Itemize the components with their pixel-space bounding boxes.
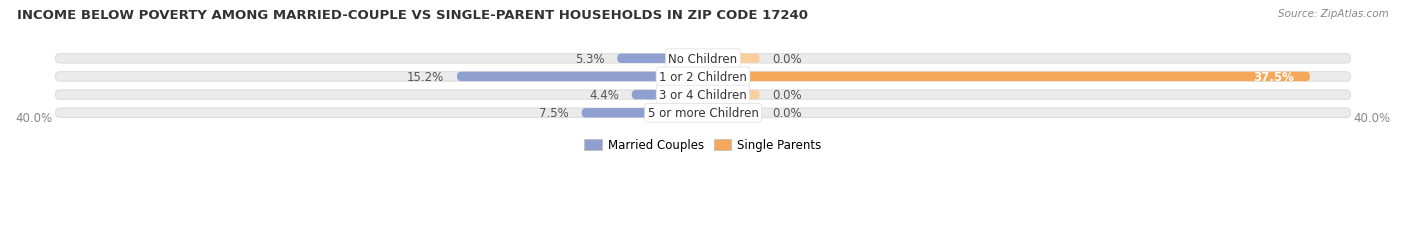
Text: INCOME BELOW POVERTY AMONG MARRIED-COUPLE VS SINGLE-PARENT HOUSEHOLDS IN ZIP COD: INCOME BELOW POVERTY AMONG MARRIED-COUPL… bbox=[17, 9, 808, 22]
FancyBboxPatch shape bbox=[703, 109, 759, 118]
FancyBboxPatch shape bbox=[55, 109, 1351, 118]
Text: 0.0%: 0.0% bbox=[773, 53, 803, 66]
FancyBboxPatch shape bbox=[631, 91, 703, 100]
FancyBboxPatch shape bbox=[703, 72, 1310, 82]
FancyBboxPatch shape bbox=[617, 54, 703, 64]
FancyBboxPatch shape bbox=[703, 91, 759, 100]
FancyBboxPatch shape bbox=[55, 72, 1351, 82]
Text: 3 or 4 Children: 3 or 4 Children bbox=[659, 89, 747, 102]
FancyBboxPatch shape bbox=[457, 72, 703, 82]
Text: 5.3%: 5.3% bbox=[575, 53, 605, 66]
Text: 5 or more Children: 5 or more Children bbox=[648, 107, 758, 120]
Text: 4.4%: 4.4% bbox=[589, 89, 619, 102]
Text: Source: ZipAtlas.com: Source: ZipAtlas.com bbox=[1278, 9, 1389, 19]
Text: 1 or 2 Children: 1 or 2 Children bbox=[659, 71, 747, 84]
Text: 0.0%: 0.0% bbox=[773, 89, 803, 102]
FancyBboxPatch shape bbox=[582, 109, 703, 118]
FancyBboxPatch shape bbox=[703, 54, 759, 64]
FancyBboxPatch shape bbox=[55, 54, 1351, 64]
Text: 40.0%: 40.0% bbox=[15, 112, 52, 125]
Text: 0.0%: 0.0% bbox=[773, 107, 803, 120]
Text: 40.0%: 40.0% bbox=[1354, 112, 1391, 125]
FancyBboxPatch shape bbox=[55, 91, 1351, 100]
Text: No Children: No Children bbox=[668, 53, 738, 66]
Legend: Married Couples, Single Parents: Married Couples, Single Parents bbox=[579, 134, 827, 156]
Text: 7.5%: 7.5% bbox=[538, 107, 568, 120]
Text: 37.5%: 37.5% bbox=[1253, 71, 1294, 84]
Text: 15.2%: 15.2% bbox=[406, 71, 444, 84]
